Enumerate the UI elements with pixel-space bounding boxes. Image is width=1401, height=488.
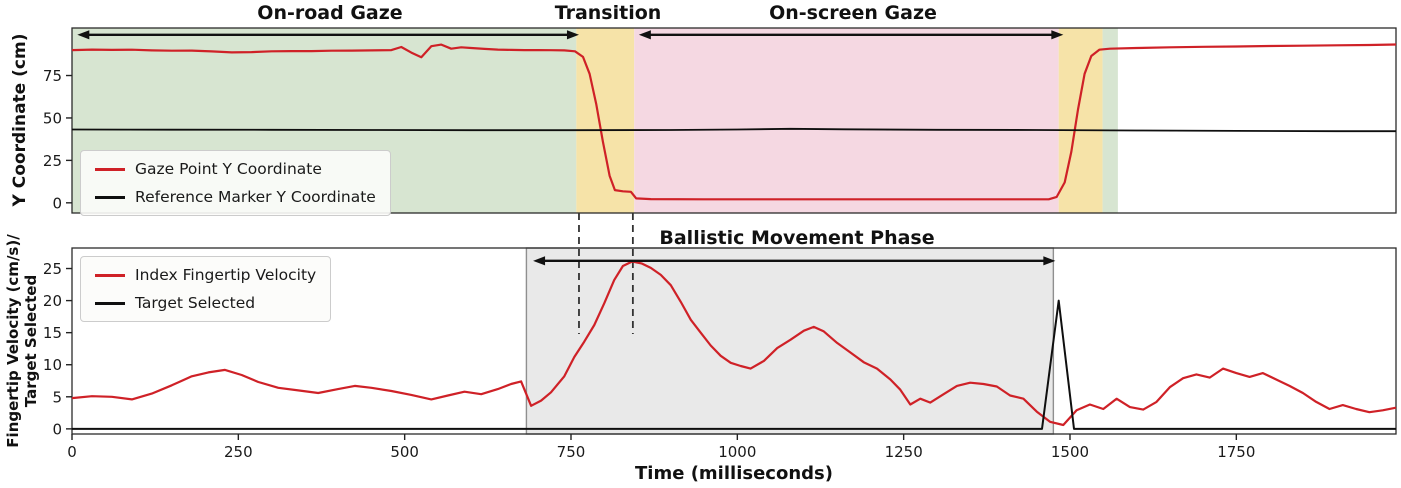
y-tick-label: 10 xyxy=(43,356,62,374)
legend-label: Reference Marker Y Coordinate xyxy=(135,188,376,206)
y-tick-label: 50 xyxy=(43,109,62,127)
legend-line-sample-red xyxy=(95,167,125,171)
y-axis-label-bottom-line2: Target Selected xyxy=(22,274,40,408)
legend-label: Gaze Point Y Coordinate xyxy=(135,160,322,178)
y-tick-label: 75 xyxy=(43,67,62,85)
series-line-index-fingertip-velocity xyxy=(71,260,1397,427)
legend-item-velocity: Index Fingertip Velocity xyxy=(95,266,316,284)
arrowhead-left-icon xyxy=(77,30,90,40)
series-line-reference-marker-y-coordinate xyxy=(71,127,1396,133)
series-line-target-selected xyxy=(72,299,1396,430)
x-tick-label: 250 xyxy=(224,443,253,461)
legend-line-sample-black xyxy=(95,301,125,305)
arrowhead-left-icon xyxy=(533,256,546,266)
y-tick-label: 25 xyxy=(43,260,62,278)
y-axis-label-bottom-line1: Fingertip Velocity (cm/s)/ xyxy=(4,234,22,448)
legend-item-reference: Reference Marker Y Coordinate xyxy=(95,188,376,206)
arrowhead-right-icon xyxy=(1051,30,1064,40)
legend-line-sample-red xyxy=(95,273,125,277)
region-transition-yellow-1 xyxy=(576,28,635,213)
x-tick-label: 500 xyxy=(390,443,419,461)
legend-bottom: Index Fingertip Velocity Target Selected xyxy=(80,256,332,322)
plot-border xyxy=(71,27,1397,214)
y-axis-label-bottom: Fingertip Velocity (cm/s)/ Target Select… xyxy=(4,234,40,447)
arrowhead-right-icon xyxy=(566,30,579,40)
plot-border xyxy=(71,247,1397,435)
y-tick-label: 0 xyxy=(52,194,62,212)
x-tick-label: 750 xyxy=(557,443,586,461)
x-axis-label: Time (milliseconds) xyxy=(635,463,833,484)
region-transition-yellow-2 xyxy=(1058,28,1103,213)
series-line-gaze-point-y-coordinate xyxy=(71,43,1397,201)
y-tick-label: 20 xyxy=(43,292,62,310)
y-tick-label: 25 xyxy=(43,152,62,170)
legend-line-sample-black xyxy=(95,195,125,199)
legend-label: Index Fingertip Velocity xyxy=(135,266,317,284)
region-on-screen-pink xyxy=(634,28,1059,213)
legend-item-target: Target Selected xyxy=(95,294,316,312)
legend-top: Gaze Point Y Coordinate Reference Marker… xyxy=(80,150,391,216)
arrowhead-right-icon xyxy=(1043,256,1056,266)
legend-label: Target Selected xyxy=(135,294,256,312)
annotation-ballistic-phase: Ballistic Movement Phase xyxy=(659,227,935,249)
x-tick-label: 1750 xyxy=(1217,443,1255,461)
x-tick-label: 1500 xyxy=(1051,443,1089,461)
legend-item-gaze: Gaze Point Y Coordinate xyxy=(95,160,376,178)
region-post-green xyxy=(1102,28,1118,213)
annotation-on-screen-gaze: On-screen Gaze xyxy=(769,2,937,24)
x-tick-label: 0 xyxy=(67,443,77,461)
arrowhead-left-icon xyxy=(638,30,651,40)
y-tick-label: 0 xyxy=(52,420,62,438)
x-tick-label: 1000 xyxy=(718,443,756,461)
annotation-transition: Transition xyxy=(554,2,662,24)
y-tick-label: 15 xyxy=(43,324,62,342)
x-tick-label: 1250 xyxy=(885,443,923,461)
annotation-on-road-gaze: On-road Gaze xyxy=(257,2,403,24)
y-axis-label-top: Y Coordinate (cm) xyxy=(10,33,30,207)
y-tick-label: 5 xyxy=(52,388,62,406)
